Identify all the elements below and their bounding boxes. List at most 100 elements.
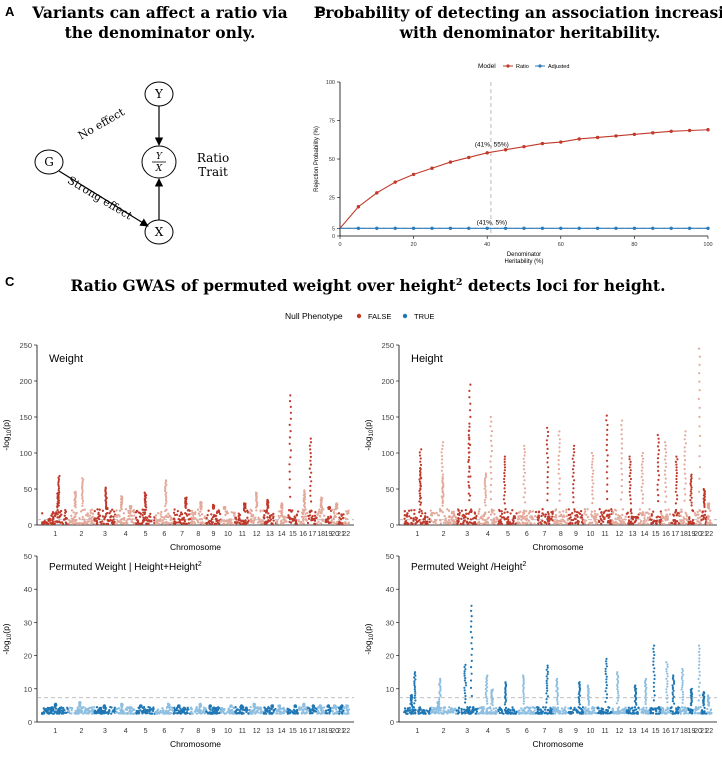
chromosome-tick-label: 9 [211,728,215,735]
snp-point [74,709,77,713]
y-tick-label: 0 [390,521,394,530]
snp-point [629,509,632,513]
y-axis-label-subscript: 10 [369,633,375,640]
snp-point [51,518,54,521]
snp-peak-point [557,454,560,457]
snp-point [646,522,649,525]
panel-b-legend: Model Ratio Adjusted [478,63,569,70]
snp-point [456,519,459,523]
snp-peak-point [418,451,421,454]
snp-peak-point [166,702,170,705]
snp-peak-point [689,482,692,485]
snp-peak-point [164,502,167,505]
snp-peak-point [620,433,623,436]
snp-point [507,518,510,522]
y-tick-label: 10 [24,685,32,694]
data-point-adjusted [467,226,471,230]
snp-point [408,711,412,714]
snp-point [251,513,255,517]
snp-point [677,522,681,525]
snp-point [139,512,142,515]
snp-point [129,511,132,515]
chromosome-tick-label: 11 [239,728,246,735]
snp-point [290,517,293,520]
snp-peak-point [666,682,669,686]
snp-point [180,711,183,714]
snp-peak-point [680,671,684,674]
snp-point [103,709,106,712]
chromosome-tick-label: 19 [325,728,333,735]
snp-point [103,516,107,519]
snp-peak-point [605,675,608,678]
snp-point [203,712,206,715]
snp-peak-point [664,462,668,465]
y-tick-label: 20 [386,652,394,661]
snp-point [106,711,109,714]
snp-peak-point [308,444,311,447]
snp-peak-point [572,496,575,499]
snp-peak-point [653,644,656,647]
snp-point [512,712,515,715]
snp-peak-point [684,477,687,480]
snp-point [596,513,599,516]
snp-peak-point [120,702,123,705]
snp-point [173,513,177,517]
snp-peak-point [681,667,684,671]
snp-peak-point [442,482,445,485]
snp-peak-point [99,712,102,715]
snp-peak-point [483,479,487,482]
chromosome-tick-label: 13 [266,531,274,538]
snp-point [293,515,296,518]
snp-point [218,512,222,516]
snp-point [132,712,136,715]
snp-peak-point [628,490,631,493]
snp-point [190,707,193,711]
y-axis-label-subscript: 10 [7,633,13,640]
snp-point [688,516,691,519]
snp-point [253,518,256,522]
snp-peak-point [485,700,488,703]
snp-point [161,519,164,522]
snp-point [71,706,74,710]
snp-point [570,518,573,522]
snp-point [665,515,668,519]
chromosome-tick-label: 17 [671,531,679,538]
snp-point [184,522,187,526]
snp-point [270,513,273,517]
snp-point [446,508,449,511]
chromosome-tick-label: 8 [559,728,563,735]
snp-peak-point [310,471,313,474]
snp-peak-point [288,442,291,445]
snp-point [590,707,594,710]
snp-point [44,707,48,711]
snp-point [414,518,418,522]
snp-peak-point [523,471,527,474]
snp-peak-point [698,455,701,458]
snp-peak-point [468,438,471,441]
y-tick-label: 10 [386,685,394,694]
snp-peak-point [463,670,466,673]
snp-peak-point [605,678,608,681]
x-tick-label: 80 [631,242,637,248]
snp-point [287,516,290,519]
chromosome-tick-label: 18 [680,728,688,735]
snp-peak-point [621,437,624,440]
snp-peak-point [546,677,549,680]
snp-peak-point [641,460,644,463]
snp-peak-point [419,460,422,463]
snp-peak-point [672,689,675,692]
snp-point [314,707,317,710]
snp-point [413,508,416,512]
snp-point [261,522,265,525]
snp-point [657,712,661,715]
snp-peak-point [467,460,470,463]
snp-point [166,522,169,525]
snp-point [641,522,645,525]
y-tick-label: 75 [329,119,335,125]
snp-point [478,712,482,715]
snp-point [453,708,456,711]
snp-peak-point [628,466,631,469]
snp-peak-point [676,498,679,501]
snp-point [320,708,323,711]
